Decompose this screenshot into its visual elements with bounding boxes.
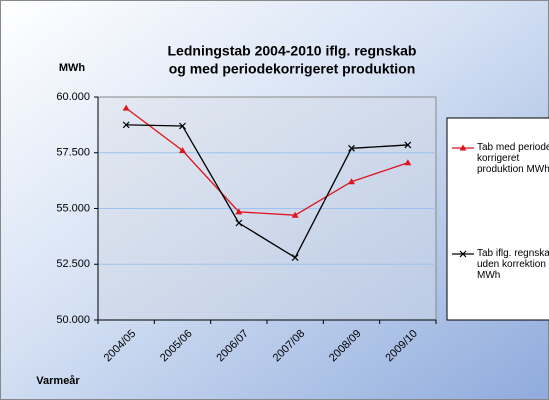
y-tick-label: 60.000 <box>56 91 90 103</box>
marker <box>122 121 130 129</box>
legend-box <box>446 117 549 321</box>
marker <box>348 178 355 185</box>
marker <box>291 211 299 218</box>
marker <box>122 104 130 111</box>
marker <box>404 159 412 166</box>
series-line <box>126 124 408 259</box>
y-axis-label: MWh <box>59 62 86 74</box>
marker <box>235 219 243 227</box>
marker <box>291 254 299 261</box>
y-tick-label: 50.000 <box>56 314 90 326</box>
y-tick-label: 52.500 <box>56 258 90 270</box>
series-line <box>125 107 409 216</box>
y-tick-label: 55.000 <box>56 202 90 214</box>
chart-title: Ledningstab 2004-2010 iflg. regnskab <box>168 43 417 59</box>
marker <box>179 122 186 130</box>
x-axis-label: Varmeår <box>36 375 80 387</box>
marker <box>235 208 243 215</box>
marker <box>459 144 467 151</box>
marker <box>179 147 186 154</box>
marker <box>348 144 355 152</box>
y-tick-label: 57.500 <box>56 147 90 159</box>
marker <box>404 141 412 149</box>
marker <box>459 250 467 258</box>
legend-label: Tab med periode-korrigeret produktion MW… <box>477 142 549 175</box>
legend-label: Tab iflg. regnskab uden korrektion MWh <box>477 248 549 281</box>
chart-title: og med periodekorrigeret produktion <box>169 61 416 77</box>
